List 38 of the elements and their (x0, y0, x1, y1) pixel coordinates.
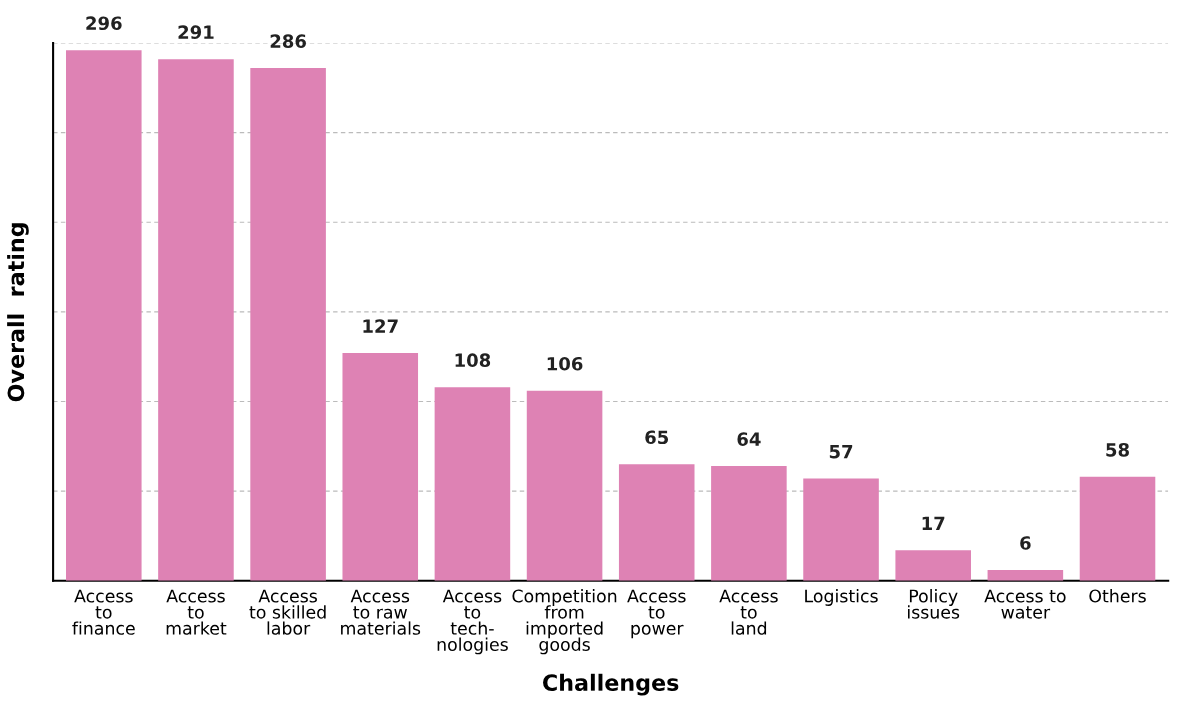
x-tick-label: Access to tech- nologies (437, 589, 508, 655)
x-tick-label: Access to water (984, 589, 1066, 619)
bar (158, 59, 234, 581)
data-label: 58 (1106, 442, 1129, 457)
x-tick-label: Access to skilled labor (249, 589, 326, 635)
bar (987, 570, 1064, 581)
x-tick-label: Access to power (627, 589, 686, 639)
data-label: 65 (645, 430, 669, 445)
x-tick-label: Access to raw materials (341, 589, 421, 635)
data-label: 296 (86, 16, 122, 31)
data-label: 57 (829, 445, 853, 459)
x-tick-label: Logistics (805, 589, 878, 606)
x-tick-label: Others (1089, 589, 1146, 603)
bar (434, 387, 511, 581)
bar (526, 390, 603, 581)
bar (66, 50, 142, 581)
bar (342, 353, 419, 581)
data-label: 291 (178, 25, 214, 39)
data-label: 6 (1020, 536, 1031, 550)
x-axis-title: Challenges (543, 673, 679, 696)
bar (895, 550, 971, 581)
x-tick-label: Access to land (719, 589, 778, 635)
bar (711, 466, 787, 581)
data-label: 286 (270, 34, 306, 48)
bar (803, 478, 879, 581)
x-tick-label: Access to finance (72, 589, 135, 635)
data-label: 17 (922, 516, 945, 530)
data-label: 64 (737, 432, 761, 446)
bar (618, 464, 695, 581)
x-tick-label: Access to market (166, 589, 227, 635)
data-label: 127 (363, 319, 398, 333)
data-label: 106 (547, 356, 583, 371)
x-tick-label: Competition from imported goods (512, 589, 617, 655)
y-axis-title: Overall rating (7, 223, 29, 402)
bar (250, 68, 326, 581)
data-label: 108 (455, 353, 491, 368)
x-tick-label: Policy issues (908, 589, 960, 619)
bar (1079, 476, 1156, 581)
